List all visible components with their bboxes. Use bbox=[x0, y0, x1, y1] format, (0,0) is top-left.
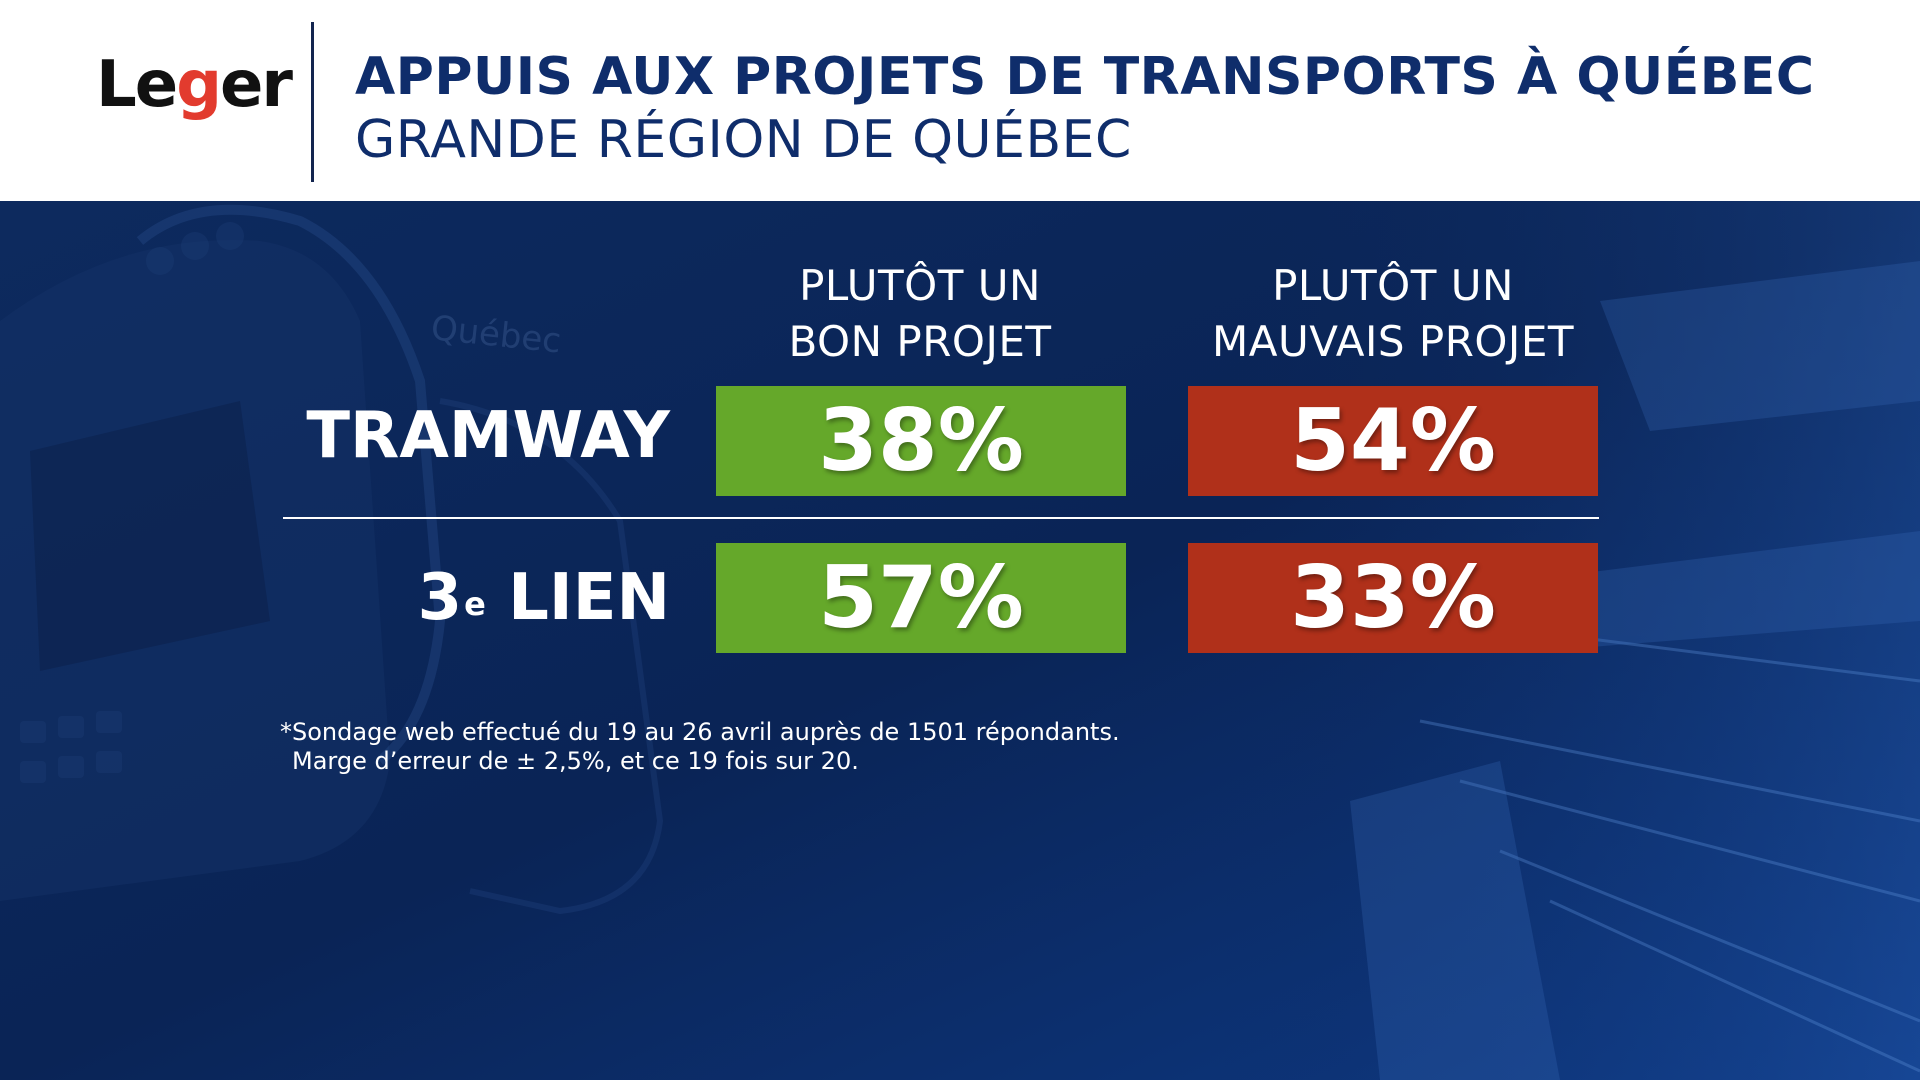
row-divider bbox=[283, 517, 1599, 519]
logo-prefix: Le bbox=[96, 48, 178, 122]
logo-suffix: er bbox=[220, 48, 293, 122]
row-label-tramway: TRAMWAY bbox=[306, 396, 670, 476]
column-header-good-line1: PLUTÔT UN bbox=[799, 261, 1041, 310]
column-header-good: PLUTÔT UN BON PROJET bbox=[705, 258, 1135, 370]
value-tramway-good: 38% bbox=[716, 386, 1126, 496]
footnote: *Sondage web effectué du 19 au 26 avril … bbox=[280, 718, 1120, 776]
value-3e-lien-good: 57% bbox=[716, 543, 1126, 653]
column-header-bad: PLUTÔT UN MAUVAIS PROJET bbox=[1178, 258, 1608, 370]
row-label-3e-lien-rest: LIEN bbox=[485, 561, 670, 635]
column-header-bad-line1: PLUTÔT UN bbox=[1272, 261, 1514, 310]
leger-logo: Leger bbox=[96, 50, 293, 150]
row-label-3e-lien: 3e LIEN bbox=[418, 558, 670, 638]
background-tram-image: Québec bbox=[0, 201, 1920, 1080]
page-title: APPUIS AUX PROJETS DE TRANSPORTS À QUÉBE… bbox=[355, 47, 1815, 107]
row-label-tramway-text: TRAMWAY bbox=[306, 399, 670, 473]
footnote-line2: Marge d’erreur de ± 2,5%, et ce 19 fois … bbox=[292, 747, 859, 775]
page-subtitle: GRANDE RÉGION DE QUÉBEC bbox=[355, 110, 1132, 170]
footnote-line1: *Sondage web effectué du 19 au 26 avril … bbox=[280, 718, 1120, 746]
header: Leger APPUIS AUX PROJETS DE TRANSPORTS À… bbox=[0, 0, 1920, 201]
column-header-good-line2: BON PROJET bbox=[788, 317, 1052, 366]
row-label-3e-lien-number: 3 bbox=[417, 561, 463, 635]
row-label-3e-lien-superscript: e bbox=[464, 585, 486, 623]
logo-wordmark: Leger bbox=[96, 48, 293, 122]
value-tramway-bad: 54% bbox=[1188, 386, 1598, 496]
column-header-bad-line2: MAUVAIS PROJET bbox=[1211, 317, 1575, 366]
header-divider bbox=[311, 22, 314, 182]
logo-accent-letter: g bbox=[176, 48, 222, 122]
value-3e-lien-bad: 33% bbox=[1188, 543, 1598, 653]
